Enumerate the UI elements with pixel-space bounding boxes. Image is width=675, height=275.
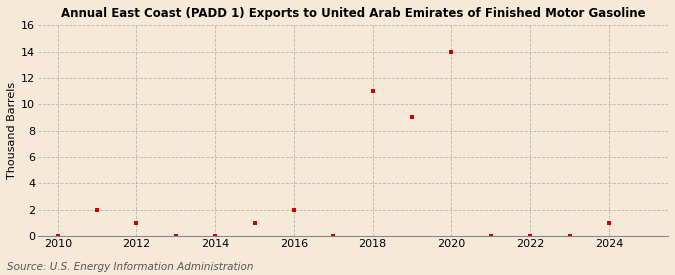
Title: Annual East Coast (PADD 1) Exports to United Arab Emirates of Finished Motor Gas: Annual East Coast (PADD 1) Exports to Un… (61, 7, 645, 20)
Text: Source: U.S. Energy Information Administration: Source: U.S. Energy Information Administ… (7, 262, 253, 272)
Y-axis label: Thousand Barrels: Thousand Barrels (7, 82, 17, 179)
